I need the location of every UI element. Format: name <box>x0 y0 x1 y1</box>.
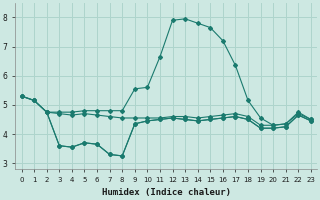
X-axis label: Humidex (Indice chaleur): Humidex (Indice chaleur) <box>102 188 231 197</box>
